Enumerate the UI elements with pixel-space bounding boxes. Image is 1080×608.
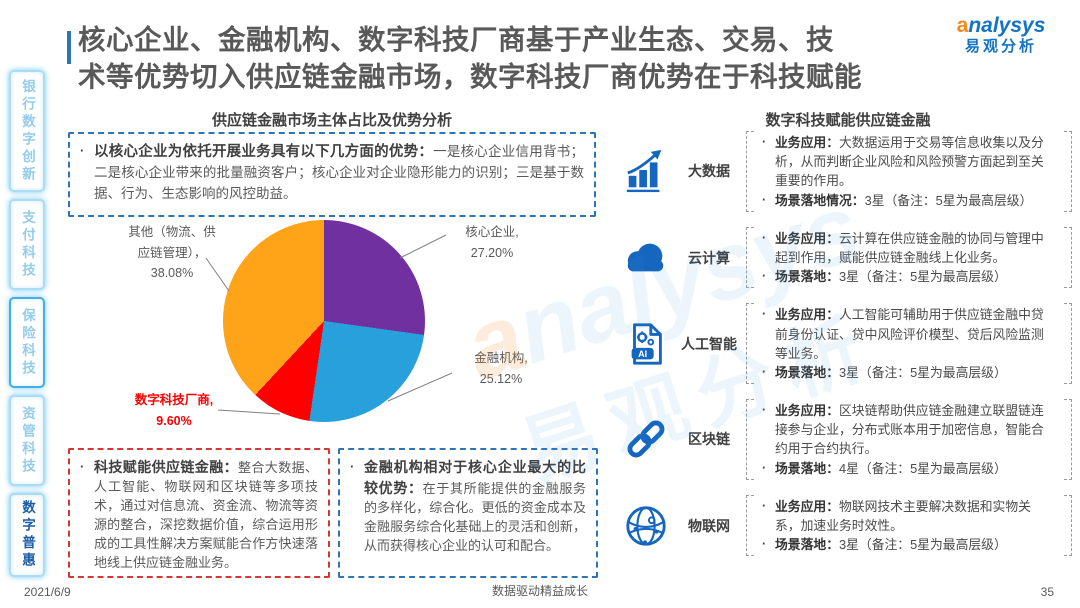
page-title-line2: 术等优势切入供应链金融市场，数字科技厂商优势在于科技赋能 <box>78 60 862 92</box>
tech-label-iot: 物联网 <box>688 517 730 534</box>
sidebar-tab-asset-mgmt-tech[interactable]: 资管科技 <box>9 395 45 486</box>
tech-row-blockchain: 区块链 · 业务应用：区块链帮助供应链金融建立联盟链连接参与企业，分布式账本用于… <box>620 399 1072 480</box>
ai-application: 业务应用：人工智能可辅助用于供应链金融中贷前身份认证、贷中风险评价模型、贷后风险… <box>775 307 1044 361</box>
bracket-left <box>746 303 754 385</box>
ai-maturity: 场景落地：3星（备注：5星为最高层级） <box>775 364 1007 380</box>
bracket-right <box>1064 399 1072 480</box>
sidebar-tab-bank-digital[interactable]: 银行数字创新 <box>9 70 45 192</box>
core-enterprise-advantage-box: · 以核心企业为依托开展业务具有以下几方面的优势：一是核心企业信用背书；二是核心… <box>68 132 596 217</box>
sidebar-tab-payment-tech[interactable]: 支付科技 <box>9 199 45 290</box>
bullet-dot: · <box>762 537 767 552</box>
iot-application: 业务应用：物联网技术主要解决数据和实物关系，加速业务时效性。 <box>775 498 1031 533</box>
bracket-right <box>1064 226 1072 289</box>
bullet-dot: · <box>762 403 767 418</box>
bracket-left <box>746 226 754 289</box>
tech-label-cloud: 云计算 <box>688 249 730 266</box>
tech-enablement-list: 大数据 · 业务应用：大数据运用于交易等信息收集以及分析，从而判断企业风险和风险… <box>620 131 1072 557</box>
financial-institution-advantage-text: 金融机构相对于核心企业最大的比较优势：在于其所能提供的金融服务的多样化，综合化。… <box>364 459 586 553</box>
tech-label-blockchain: 区块链 <box>688 431 730 448</box>
svg-text:AI: AI <box>638 349 647 359</box>
bracket-left <box>746 494 754 557</box>
bracket-right <box>1064 131 1072 212</box>
tech-row-ai: AI 人工智能 · 业务应用：人工智能可辅助用于供应链金融中贷前身份认证、贷中风… <box>620 303 1072 385</box>
cloud-application: 业务应用：云计算在供应链金融的协同与管理中起到作用，赋能供应链金融线上化业务。 <box>775 230 1044 265</box>
bullet-dot: · <box>762 364 767 379</box>
bullet-dot: · <box>80 143 85 158</box>
left-section-title: 供应链金融市场主体占比及优势分析 <box>211 112 452 129</box>
bullet-dot: · <box>762 192 767 207</box>
bullet-dot: · <box>762 269 767 284</box>
core-enterprise-advantage-text: 以核心企业为依托开展业务具有以下几方面的优势：一是核心企业信用背书；二是核心企业… <box>94 144 585 202</box>
bracket-left <box>746 131 754 212</box>
pie-label-digital-tech-vendor: 数字科技厂商, 9.60% <box>134 393 214 428</box>
pie-label-financial-institution: 金融机构, 25.12% <box>474 351 528 386</box>
iot-maturity: 场景落地：3星（备注：5星为最高层级） <box>775 537 1007 553</box>
tech-label-ai: 人工智能 <box>681 335 737 352</box>
bullet-dot: · <box>762 230 767 245</box>
pie-chart-area: 核心企业, 27.20% 金融机构, 25.12% 数字科技厂商, 9.60% 其他（… <box>66 218 598 448</box>
cloud-computing-icon <box>620 235 672 281</box>
right-section-title: 数字科技赋能供应链金融 <box>765 112 931 129</box>
bullet-dot: · <box>762 460 767 475</box>
logo-swirl-a: a <box>956 14 969 37</box>
footer-date: 2021/6/9 <box>24 585 71 599</box>
pie-label-others: 其他（物流、供 应链管理）， 38.08% <box>128 225 216 281</box>
cloud-maturity: 场景落地：3星（备注：5星为最高层级） <box>775 269 1007 285</box>
big-data-icon <box>620 148 672 194</box>
tech-row-cloud: 云计算 · 业务应用：云计算在供应链金融的协同与管理中起到作用，赋能供应链金融线… <box>620 226 1072 289</box>
tech-row-iot: 物联网 · 业务应用：物联网技术主要解决数据和实物关系，加速业务时效性。 · 场… <box>620 494 1072 557</box>
bracket-right <box>1064 494 1072 557</box>
bullet-dot: · <box>762 498 767 513</box>
bracket-right <box>1064 303 1072 385</box>
tech-enable-scf-text: 科技赋能供应链金融：整合大数据、人工智能、物联网和区块链等多项技术，通过对信息流… <box>94 459 318 570</box>
bullet-dot: · <box>350 459 355 474</box>
bullet-dot: · <box>762 135 767 149</box>
title-accent-bar <box>67 31 71 64</box>
sidebar-tab-insurance-tech[interactable]: 保险科技 <box>9 297 45 388</box>
financial-institution-advantage-box: · 金融机构相对于核心企业最大的比较优势：在于其所能提供的金融服务的多样化，综合… <box>338 448 598 578</box>
tech-row-big-data: 大数据 · 业务应用：大数据运用于交易等信息收集以及分析，从而判断企业风险和风险… <box>620 131 1072 212</box>
blockchain-icon <box>620 416 672 462</box>
logo-brand: analysys <box>956 14 1046 37</box>
tech-label-big-data: 大数据 <box>688 163 730 180</box>
page-title-line1: 核心企业、金融机构、数字科技厂商基于产业生态、交易、技 <box>78 24 834 55</box>
pie-chart <box>223 220 425 422</box>
blockchain-application: 业务应用：区块链帮助供应链金融建立联盟链连接参与企业，分布式账本用于加密信息，智… <box>775 403 1044 457</box>
big-data-application: 业务应用：大数据运用于交易等信息收集以及分析，从而判断企业风险和风险预警方面起到… <box>775 135 1044 189</box>
bullet-dot: · <box>80 459 85 474</box>
bullet-dot: · <box>762 307 767 322</box>
analysys-logo: analysys 易观分析 <box>936 14 1066 56</box>
footer-slogan: 数据驱动精益成长 <box>491 584 588 598</box>
big-data-maturity: 场景落地情况：3星（备注：5星为最高层级） <box>775 192 1033 208</box>
pie-label-core-enterprise: 核心企业, 27.20% <box>465 225 519 260</box>
bracket-left <box>746 399 754 480</box>
ai-icon: AI <box>620 321 672 367</box>
page-number: 35 <box>1040 585 1054 599</box>
iot-icon <box>620 503 672 549</box>
sidebar-tab-digital-inclusion[interactable]: 数字普惠 <box>9 493 45 577</box>
logo-brand-cn: 易观分析 <box>964 38 1037 56</box>
tech-enable-scf-box: · 科技赋能供应链金融：整合大数据、人工智能、物联网和区块链等多项技术，通过对信… <box>68 448 330 578</box>
blockchain-maturity: 场景落地：4星（备注：5星为最高层级） <box>775 460 1007 476</box>
page-title: 核心企业、金融机构、数字科技厂商基于产业生态、交易、技 术等优势切入供应链金融市… <box>78 22 958 95</box>
